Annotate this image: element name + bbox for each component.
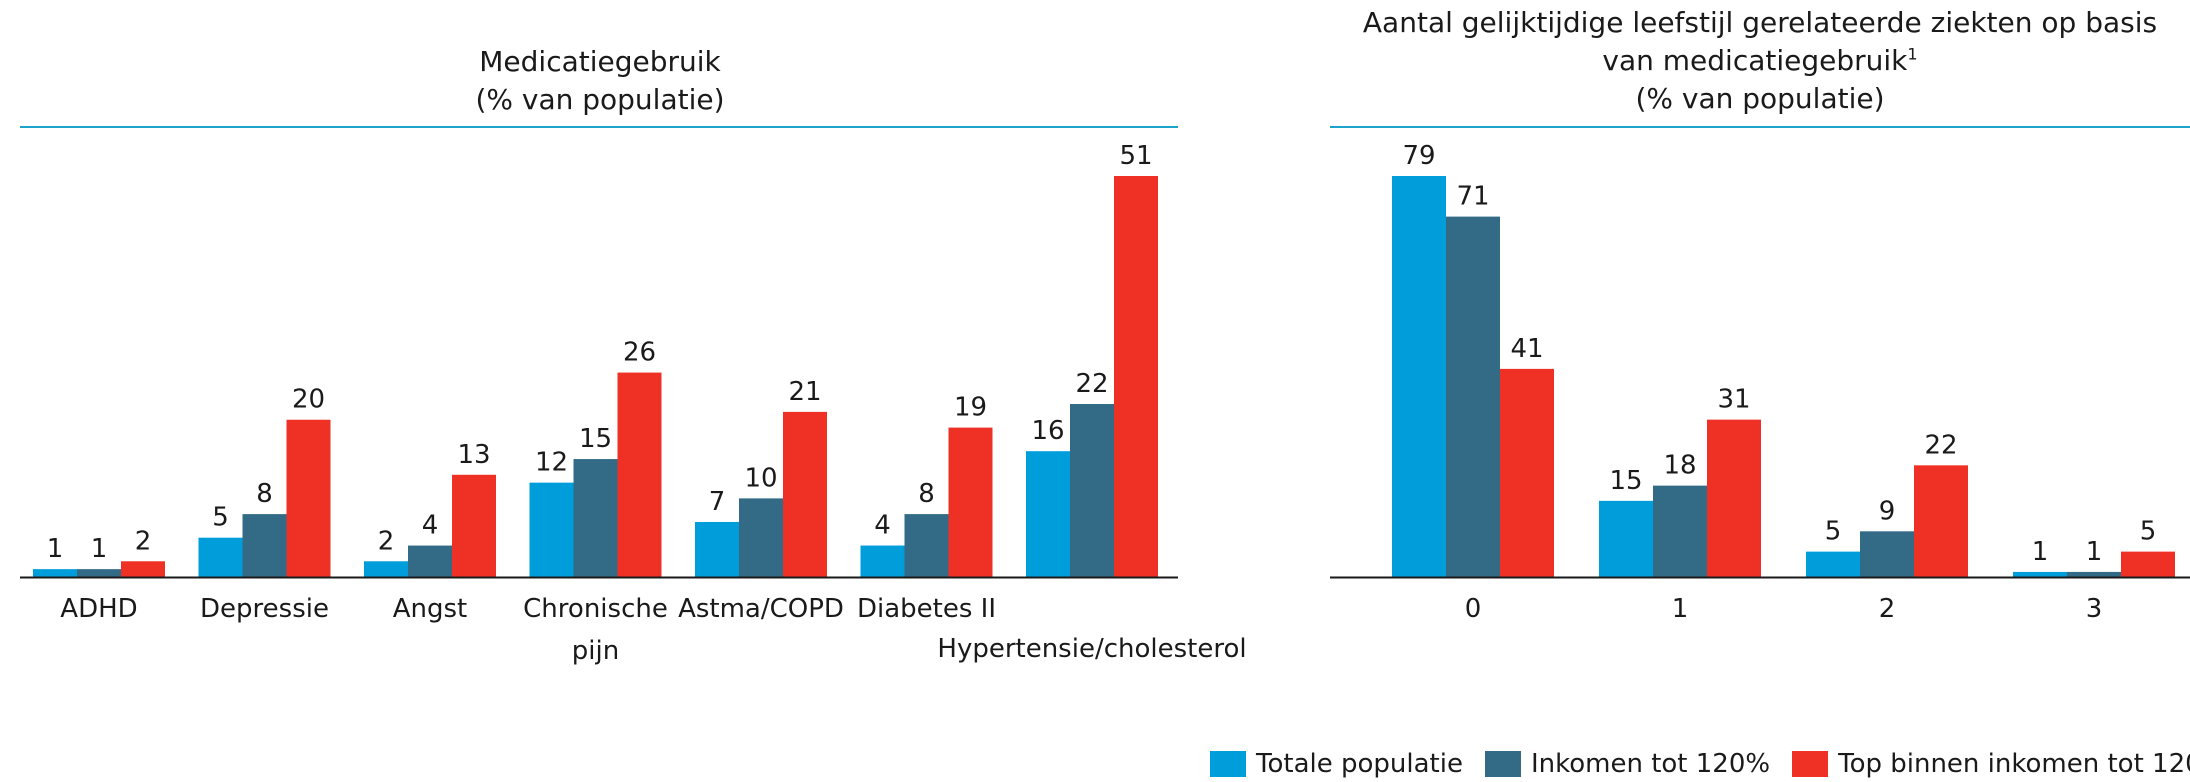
left-bar-totale-5	[860, 545, 905, 577]
right-chart-title-footnote: 1	[1907, 44, 1918, 64]
right-chart-title-line2: van medicatiegebruik1	[1330, 42, 2190, 80]
left-data-label-totale-2: 2	[378, 526, 395, 556]
right-bar-inkomen-3	[2067, 571, 2121, 577]
right-data-label-inkomen-1: 18	[1663, 451, 1696, 481]
left-bar-totale-4	[695, 521, 739, 577]
legend-swatch-totale	[1210, 751, 1246, 777]
legend-label-totale: Totale populatie	[1256, 749, 1463, 779]
left-bar-inkomen-0	[77, 569, 121, 577]
left-data-label-totale-5: 4	[874, 511, 891, 541]
left-category-label-2: Angst	[393, 594, 468, 624]
right-data-label-totale-0: 79	[1402, 141, 1435, 171]
legend-swatch-inkomen	[1484, 751, 1521, 777]
left-bar-totale-6	[1026, 451, 1070, 577]
legend-item-inkomen: Inkomen tot 120%	[1484, 749, 1771, 779]
right-data-label-totale-2: 5	[1825, 517, 1842, 547]
right-data-label-top-3: 5	[2140, 517, 2157, 547]
left-data-label-inkomen-2: 4	[422, 511, 439, 541]
left-bar-totale-3	[529, 482, 574, 577]
left-category-label-6: Hypertensie/cholesterol	[937, 634, 1246, 664]
right-chart-title-line2-text: van medicatiegebruik	[1602, 44, 1908, 77]
left-chart-title: Medicatiegebruik (% van populatie)	[20, 43, 1180, 119]
left-bar-top-2	[452, 474, 496, 577]
left-chart-title-line1: Medicatiegebruik	[479, 45, 721, 78]
left-data-label-top-5: 19	[954, 393, 987, 423]
left-bar-top-6	[1114, 176, 1158, 577]
right-bar-top-2	[1914, 465, 1968, 577]
right-category-label-1: 1	[1672, 594, 1689, 624]
left-bar-inkomen-6	[1070, 404, 1114, 577]
right-data-label-top-1: 31	[1717, 385, 1750, 415]
left-data-label-totale-6: 16	[1031, 416, 1064, 446]
right-bar-inkomen-1	[1653, 485, 1707, 577]
right-category-label-2: 2	[1879, 594, 1896, 624]
left-bar-top-5	[948, 427, 993, 577]
left-bar-totale-1	[198, 537, 243, 577]
left-data-label-totale-3: 12	[535, 448, 568, 478]
right-bar-totale-2	[1806, 551, 1860, 577]
left-bar-inkomen-4	[739, 498, 783, 577]
left-category-label-0: ADHD	[60, 594, 137, 624]
left-bar-totale-0	[33, 569, 77, 577]
right-bar-top-3	[2121, 551, 2175, 577]
right-data-label-top-2: 22	[1924, 430, 1957, 460]
left-data-label-top-0: 2	[135, 526, 152, 556]
right-chart-title-line1: Aantal gelijktijdige leefstijl gerelatee…	[1362, 6, 2158, 39]
left-category-label-5: Diabetes II	[857, 594, 996, 624]
right-data-label-top-0: 41	[1510, 334, 1543, 364]
left-category-label-3-line0: Chronische	[523, 594, 668, 624]
legend: Totale populatie Inkomen tot 120% Top bi…	[1210, 749, 2190, 779]
left-category-label-1: Depressie	[200, 594, 329, 624]
left-bar-top-3	[617, 372, 662, 577]
left-bar-top-0	[121, 561, 165, 577]
right-bar-inkomen-2	[1860, 531, 1914, 577]
right-chart-title-line3: (% van populatie)	[1635, 82, 1885, 115]
left-data-label-totale-4: 7	[709, 487, 726, 517]
right-bar-top-1	[1707, 419, 1761, 577]
legend-label-top: Top binnen inkomen tot 120%	[1838, 749, 2190, 779]
right-chart-title: Aantal gelijktijdige leefstijl gerelatee…	[1330, 4, 2190, 118]
right-data-label-totale-1: 15	[1609, 466, 1642, 496]
left-data-label-inkomen-6: 22	[1075, 369, 1108, 399]
legend-swatch-top	[1792, 751, 1829, 777]
left-data-label-totale-0: 1	[47, 534, 64, 564]
right-data-label-totale-3: 1	[2032, 537, 2049, 567]
left-data-label-totale-1: 5	[212, 503, 229, 533]
left-category-label-3-line1: pijn	[572, 636, 619, 666]
left-bar-inkomen-1	[242, 514, 287, 577]
right-data-label-inkomen-3: 1	[2086, 537, 2103, 567]
left-bar-inkomen-2	[408, 545, 452, 577]
right-bar-totale-3	[2013, 571, 2067, 577]
left-data-label-top-6: 51	[1119, 141, 1152, 171]
left-data-label-top-2: 13	[457, 440, 490, 470]
right-category-label-0: 0	[1465, 594, 1482, 624]
left-data-label-inkomen-1: 8	[256, 479, 273, 509]
left-bar-totale-2	[364, 561, 408, 577]
legend-item-totale: Totale populatie	[1210, 749, 1463, 779]
left-bar-inkomen-5	[904, 514, 949, 577]
right-bar-totale-0	[1392, 176, 1446, 577]
left-category-label-4: Astma/COPD	[678, 594, 844, 624]
left-chart-title-line2: (% van populatie)	[475, 83, 725, 116]
left-bar-inkomen-3	[573, 459, 618, 577]
left-data-label-top-1: 20	[292, 385, 325, 415]
legend-label-inkomen: Inkomen tot 120%	[1530, 749, 1771, 779]
left-data-label-top-4: 21	[788, 377, 821, 407]
right-bar-inkomen-0	[1446, 216, 1500, 577]
legend-item-top: Top binnen inkomen tot 120%	[1792, 749, 2190, 779]
left-data-label-top-3: 26	[623, 338, 656, 368]
left-bar-top-1	[286, 419, 331, 577]
left-data-label-inkomen-4: 10	[744, 463, 777, 493]
right-data-label-inkomen-0: 71	[1456, 182, 1489, 212]
right-bar-totale-1	[1599, 500, 1653, 577]
left-bar-top-4	[783, 411, 827, 577]
left-data-label-inkomen-3: 15	[579, 424, 612, 454]
right-data-label-inkomen-2: 9	[1879, 496, 1896, 526]
left-data-label-inkomen-0: 1	[91, 534, 108, 564]
right-bar-top-0	[1500, 368, 1554, 577]
right-category-label-3: 3	[2086, 594, 2103, 624]
left-data-label-inkomen-5: 8	[918, 479, 935, 509]
